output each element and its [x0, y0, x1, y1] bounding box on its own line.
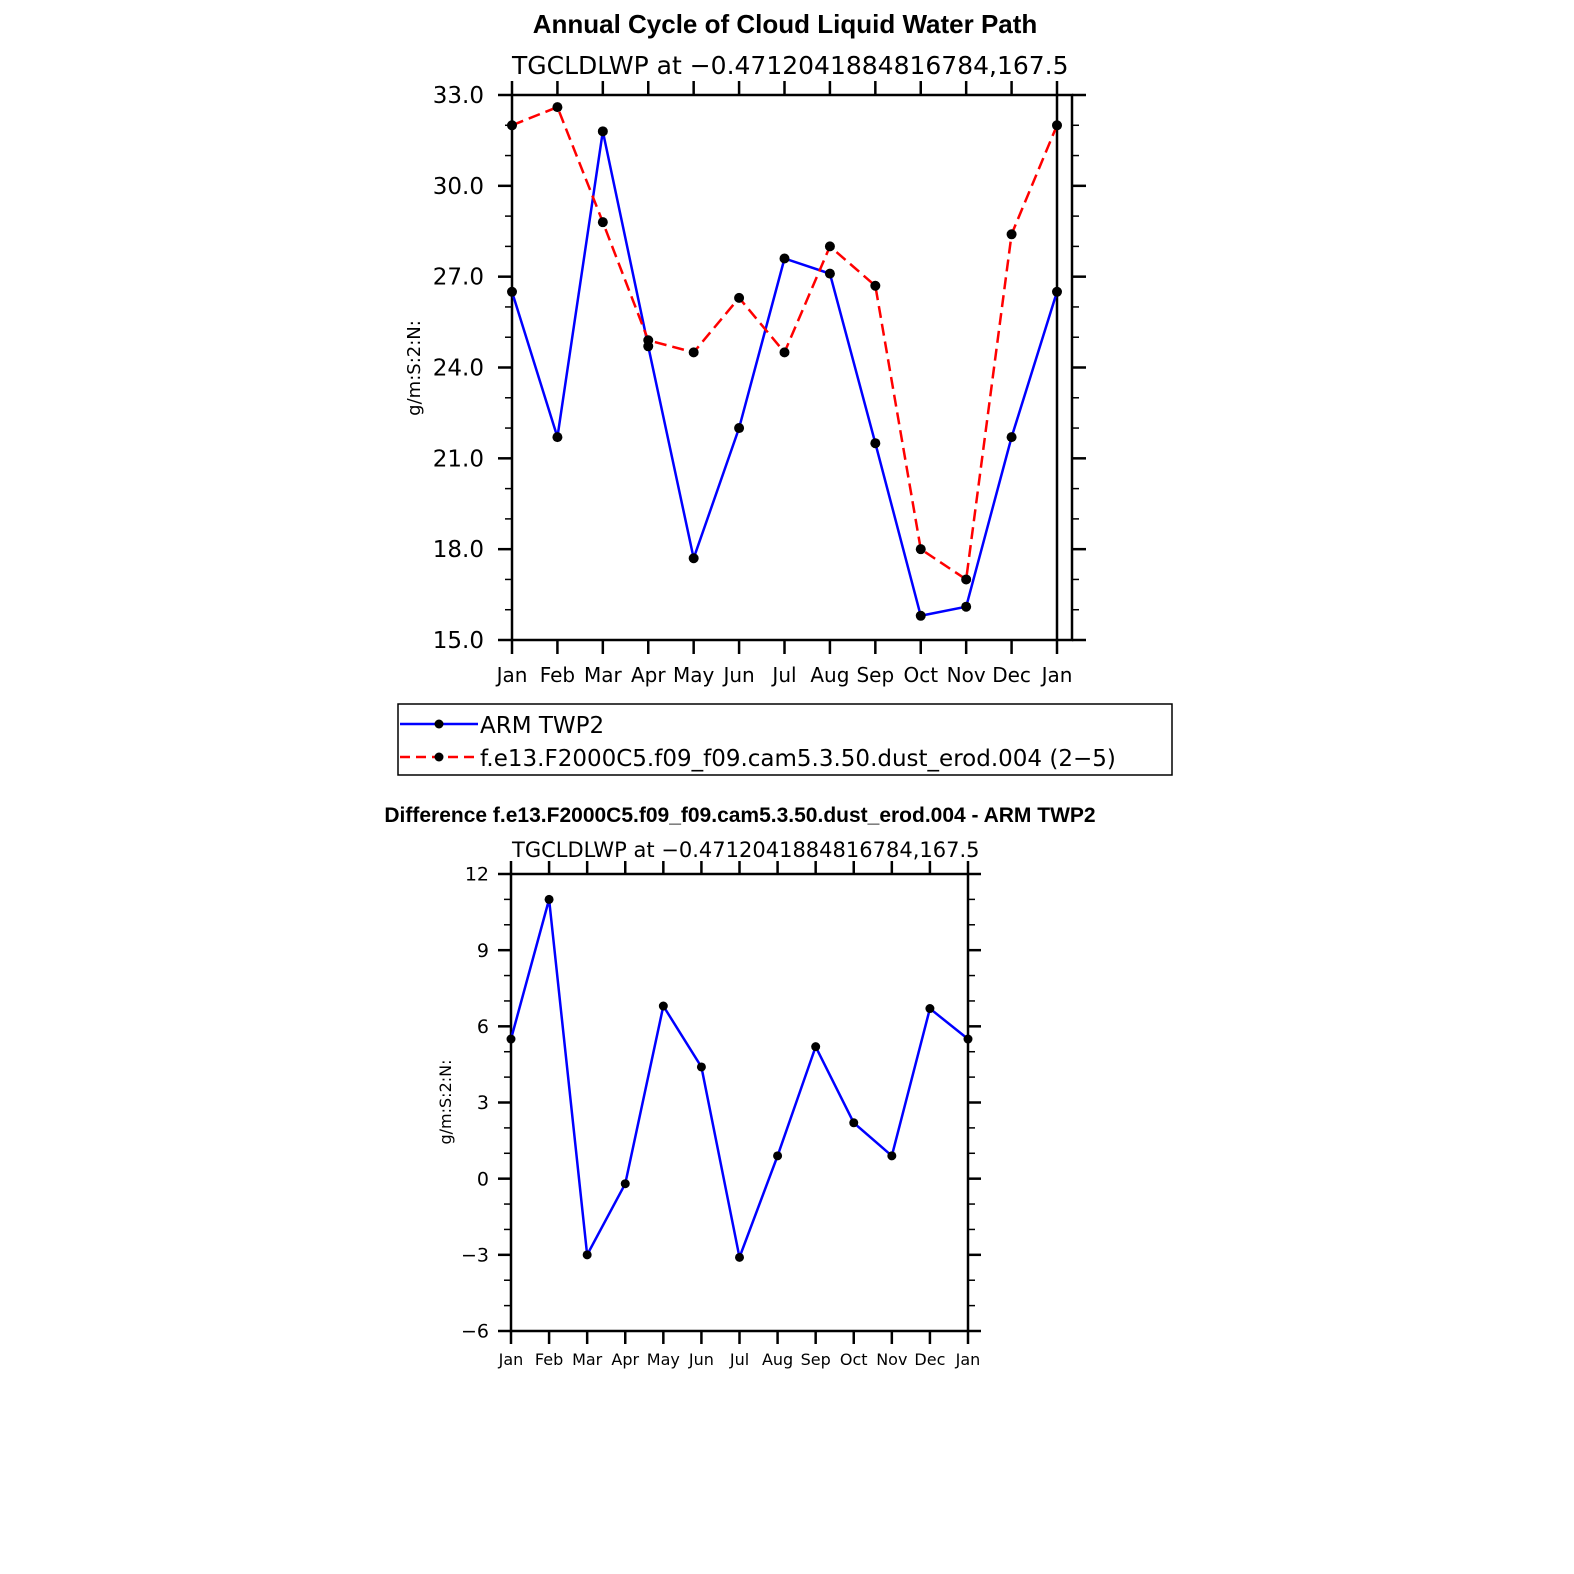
- y-tick-label: 24.0: [433, 356, 484, 382]
- chart2-ylabel: g/m:S:2:N:: [436, 1060, 455, 1145]
- data-point-0-10: [887, 1151, 897, 1161]
- data-point-0-7: [773, 1151, 783, 1161]
- x-tick-label: Jul: [729, 1350, 749, 1369]
- data-point-1-9: [915, 544, 926, 555]
- y-tick-label: 21.0: [433, 446, 484, 472]
- x-tick-label: Mar: [584, 663, 623, 687]
- legend-marker-arm: [434, 719, 444, 729]
- data-point-1-6: [779, 347, 790, 358]
- data-point-0-9: [915, 610, 926, 621]
- x-tick-label: Nov: [947, 663, 986, 687]
- x-tick-label: Apr: [611, 1350, 639, 1369]
- y-tick-label: 12: [465, 864, 489, 886]
- data-point-0-10: [961, 601, 972, 612]
- data-point-0-4: [658, 1001, 668, 1011]
- data-point-0-2: [582, 1250, 592, 1260]
- chart1-legend: ARM TWP2 f.e13.F2000C5.f09_f09.cam5.3.50…: [397, 703, 1173, 776]
- x-tick-label: May: [647, 1350, 680, 1369]
- x-tick-label: Feb: [535, 1350, 563, 1369]
- data-point-0-7: [824, 268, 835, 279]
- x-tick-label: Sep: [856, 663, 894, 687]
- y-tick-label: 30.0: [433, 174, 484, 200]
- y-tick-label: 18.0: [433, 537, 484, 563]
- data-point-1-0: [507, 120, 517, 131]
- y-tick-label: 9: [477, 940, 489, 962]
- data-point-0-6: [735, 1252, 744, 1262]
- series-line-1: [511, 105, 1059, 582]
- x-tick-label: Aug: [762, 1350, 793, 1369]
- x-tick-label: Mar: [572, 1350, 603, 1369]
- x-tick-label: Feb: [540, 663, 575, 687]
- data-point-0-11: [925, 1004, 935, 1014]
- y-tick-label: 3: [477, 1092, 489, 1114]
- data-point-1-7: [824, 241, 835, 252]
- data-point-0-8: [870, 438, 881, 449]
- data-point-1-11: [1006, 229, 1017, 240]
- chart1-title: Annual Cycle of Cloud Liquid Water Path: [533, 9, 1038, 39]
- y-tick-label: 6: [477, 1016, 489, 1038]
- data-point-0-9: [849, 1118, 859, 1128]
- series-line-0: [510, 131, 1059, 618]
- x-tick-label: Nov: [876, 1350, 907, 1369]
- y-tick-label: 27.0: [433, 265, 484, 291]
- x-tick-label: Dec: [992, 663, 1031, 687]
- data-point-0-6: [779, 253, 790, 264]
- data-point-0-1: [552, 432, 563, 443]
- chart1-subtitle: TGCLDLWP at −0.4712041884816784,167.5: [511, 51, 1069, 80]
- y-tick-label: −6: [461, 1321, 489, 1343]
- x-tick-label: Oct: [840, 1350, 868, 1369]
- x-tick-label: Dec: [914, 1350, 945, 1369]
- x-tick-label: Jan: [495, 663, 528, 687]
- x-tick-label: Oct: [903, 663, 938, 687]
- data-point-1-12: [1052, 120, 1062, 131]
- data-point-0-12: [963, 1034, 973, 1044]
- y-tick-label: −3: [461, 1244, 489, 1266]
- chart1-ylabel: g/m:S:2:N:: [404, 320, 425, 416]
- data-point-0-2: [597, 126, 608, 137]
- y-tick-label: 15.0: [433, 628, 484, 654]
- x-tick-label: May: [673, 663, 715, 687]
- data-point-0-5: [734, 423, 745, 434]
- annual-cycle-chart: Annual Cycle of Cloud Liquid Water Path …: [397, 9, 1173, 776]
- legend-label-arm: ARM TWP2: [480, 713, 604, 739]
- data-point-0-4: [688, 553, 699, 564]
- data-point-1-4: [688, 347, 699, 358]
- data-point-1-5: [734, 292, 745, 303]
- x-tick-label: Jan: [1040, 663, 1073, 687]
- series-line-0: [509, 899, 969, 1262]
- data-point-1-8: [870, 280, 881, 291]
- legend-box: [397, 703, 1173, 776]
- data-point-1-10: [961, 574, 972, 585]
- data-point-0-8: [811, 1042, 821, 1052]
- chart2-title: Difference f.e13.F2000C5.f09_f09.cam5.3.…: [384, 804, 1095, 827]
- x-tick-label: Apr: [631, 663, 666, 687]
- x-tick-label: Jan: [955, 1350, 981, 1369]
- legend-label-model: f.e13.F2000C5.f09_f09.cam5.3.50.dust_ero…: [480, 746, 1116, 772]
- legend-marker-model: [434, 752, 444, 762]
- data-point-0-12: [1052, 286, 1062, 297]
- x-tick-label: Jan: [498, 1350, 524, 1369]
- y-tick-label: 0: [477, 1168, 489, 1190]
- chart2-subtitle: TGCLDLWP at −0.4712041884816784,167.5: [511, 838, 980, 862]
- data-point-0-1: [544, 894, 554, 904]
- data-point-0-0: [507, 286, 517, 297]
- difference-chart: Difference f.e13.F2000C5.f09_f09.cam5.3.…: [384, 804, 1095, 1369]
- x-tick-label: Jul: [770, 663, 796, 687]
- data-point-1-1: [552, 102, 563, 113]
- plot-frame: [509, 872, 970, 1333]
- data-point-1-2: [597, 217, 608, 228]
- x-tick-label: Jun: [688, 1350, 714, 1369]
- data-point-0-5: [696, 1062, 706, 1072]
- x-tick-label: Jun: [721, 663, 754, 687]
- data-point-0-11: [1006, 432, 1017, 443]
- x-tick-label: Sep: [801, 1350, 831, 1369]
- x-tick-label: Aug: [810, 663, 849, 687]
- data-point-1-3: [643, 335, 654, 346]
- data-point-0-0: [506, 1034, 516, 1044]
- data-point-0-3: [620, 1179, 630, 1189]
- y-tick-label: 33.0: [433, 83, 484, 109]
